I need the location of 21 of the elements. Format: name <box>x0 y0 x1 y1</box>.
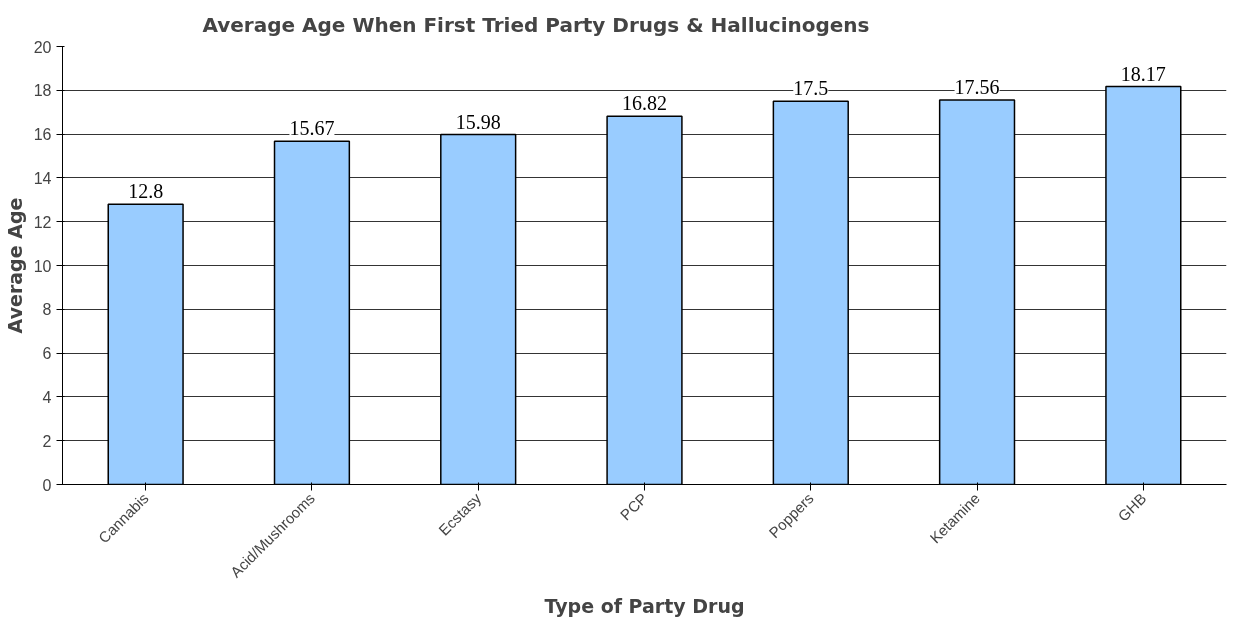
y-axis-title: Average Age <box>3 197 26 334</box>
y-tick-label: 6 <box>42 345 52 363</box>
x-axis-title: Type of Party Drug <box>544 594 745 617</box>
y-tick-label: 12 <box>33 213 52 231</box>
y-tick-label: 0 <box>42 476 52 494</box>
y-tick-label: 20 <box>33 38 52 56</box>
y-tick-label: 8 <box>42 301 52 319</box>
y-tick-label: 2 <box>42 432 52 450</box>
y-tick-label: 10 <box>33 257 52 275</box>
data-label: 17.5 <box>793 77 829 100</box>
data-label: 17.56 <box>954 75 1000 98</box>
chart-title: Average Age When First Tried Party Drugs & Hallucinogens <box>202 12 870 37</box>
data-label: 15.67 <box>289 117 335 140</box>
y-tick-label: 14 <box>33 169 52 187</box>
y-tick-label: 16 <box>33 126 52 144</box>
y-tick-label: 4 <box>42 388 52 406</box>
y-tick-label: 18 <box>33 82 52 100</box>
data-label: 16.82 <box>622 92 667 115</box>
data-label: 15.98 <box>455 110 501 133</box>
data-label: 12.8 <box>128 180 164 203</box>
data-label: 18.17 <box>1120 62 1166 85</box>
